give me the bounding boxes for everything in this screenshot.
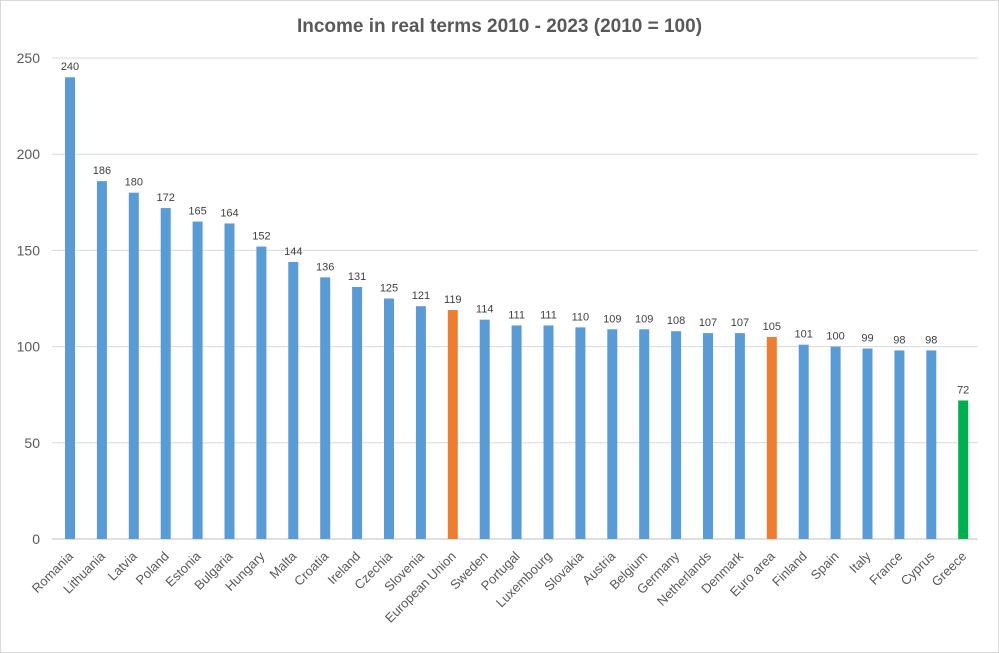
- data-label: 165: [188, 206, 206, 218]
- data-label: 152: [252, 231, 270, 243]
- data-label: 119: [444, 294, 462, 306]
- bar: [511, 325, 522, 539]
- category-label: France: [866, 549, 905, 588]
- category-label: Greece: [929, 549, 970, 590]
- data-label: 114: [476, 304, 494, 316]
- category-label: Italy: [846, 548, 874, 576]
- y-axis-ticks: 0 50 100 150 200 250: [17, 50, 41, 547]
- y-tick-label: 150: [17, 242, 41, 258]
- data-label: 164: [220, 207, 238, 219]
- bar: [798, 344, 809, 539]
- y-tick-label: 200: [17, 146, 41, 162]
- bar: [352, 286, 363, 539]
- data-label: 125: [380, 283, 398, 295]
- category-label: Croatia: [291, 548, 332, 589]
- chart-title: Income in real terms 2010 - 2023 (2010 =…: [296, 16, 703, 37]
- bar: [415, 306, 426, 539]
- bar: [894, 350, 905, 539]
- y-tick-label: 250: [17, 50, 41, 66]
- x-axis-categories: RomaniaLithuaniaLatviaPolandEstoniaBulga…: [29, 548, 970, 626]
- data-label: 186: [93, 165, 111, 177]
- category-label: Spain: [808, 549, 842, 583]
- data-label: 98: [893, 334, 905, 346]
- bar: [734, 333, 745, 539]
- bar: [607, 329, 618, 539]
- bar: [543, 325, 554, 539]
- bar: [128, 192, 139, 539]
- data-label: 110: [572, 311, 590, 323]
- bar: [830, 346, 841, 539]
- data-label: 121: [412, 290, 430, 302]
- y-tick-label: 50: [24, 435, 40, 451]
- bar: [384, 298, 394, 539]
- y-tick-label: 0: [32, 531, 40, 547]
- y-tick-label: 100: [17, 339, 41, 355]
- data-label: 111: [540, 309, 557, 321]
- data-label: 180: [125, 177, 143, 189]
- bar: [639, 329, 650, 539]
- data-labels: 240 186 180 172 165 164 152 144 136 131 125 121 119 1…: [61, 61, 970, 396]
- data-label: 144: [284, 246, 302, 258]
- data-label: 107: [731, 317, 749, 329]
- data-label: 136: [316, 261, 334, 273]
- bar: [96, 181, 107, 540]
- data-label: 99: [861, 333, 873, 345]
- bar: [160, 208, 171, 539]
- bar: [288, 261, 299, 539]
- bar: [703, 333, 713, 539]
- data-label: 108: [667, 315, 685, 327]
- data-label: 109: [603, 313, 621, 325]
- bar: [192, 221, 203, 540]
- bar: [447, 310, 458, 539]
- data-label: 105: [763, 321, 781, 333]
- bar: [575, 327, 586, 539]
- bar: [862, 348, 873, 539]
- bar: [671, 331, 682, 539]
- data-label: 240: [61, 61, 79, 73]
- data-label: 98: [925, 334, 937, 346]
- data-label: 172: [157, 192, 175, 204]
- bar: [65, 77, 75, 540]
- data-label: 111: [508, 309, 525, 321]
- category-label: Finland: [769, 549, 810, 590]
- bar: [926, 350, 937, 539]
- bar: [320, 277, 331, 539]
- bars: [65, 77, 969, 540]
- data-label: 101: [795, 329, 813, 341]
- bar: [224, 223, 235, 540]
- bar: [479, 319, 490, 539]
- bar: [958, 400, 969, 539]
- data-label: 109: [635, 313, 653, 325]
- data-label: 100: [826, 331, 844, 343]
- bar: [256, 246, 267, 539]
- bar: [766, 336, 777, 539]
- data-label: 107: [699, 317, 717, 329]
- data-label: 131: [348, 271, 366, 283]
- data-label: 72: [957, 384, 969, 396]
